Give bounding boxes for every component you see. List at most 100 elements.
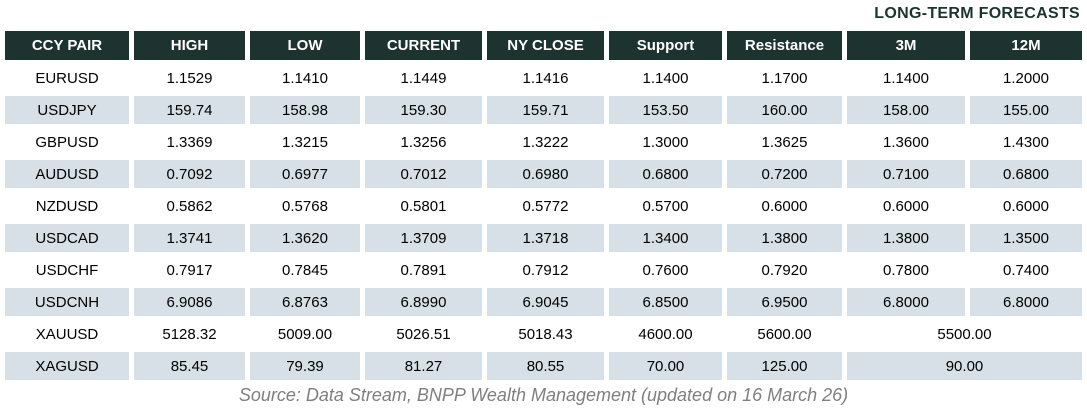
table-header-row: CCY PAIR HIGH LOW CURRENT NY CLOSE Support Res… <box>5 31 1082 60</box>
value-cell: 159.30 <box>365 96 482 124</box>
value-cell: 1.3800 <box>847 224 965 252</box>
value-cell: 0.7845 <box>250 256 360 284</box>
ccy-pair-cell: EURUSD <box>5 64 129 92</box>
value-cell: 0.7912 <box>487 256 604 284</box>
value-cell: 1.3800 <box>727 224 842 252</box>
value-cell: 6.8500 <box>609 288 722 316</box>
value-cell: 0.5700 <box>609 192 722 220</box>
ccy-pair-cell: USDCNH <box>5 288 129 316</box>
table-row: USDCAD 1.3741 1.3620 1.3709 1.3718 1.3400 1.38… <box>5 224 1082 252</box>
value-cell: 1.3620 <box>250 224 360 252</box>
column-header: CURRENT <box>365 31 482 60</box>
forecast-merged-cell: 90.00 <box>847 352 1082 380</box>
value-cell: 0.5768 <box>250 192 360 220</box>
ccy-pair-cell: USDCAD <box>5 224 129 252</box>
value-cell: 6.8990 <box>365 288 482 316</box>
value-cell: 5600.00 <box>727 320 842 348</box>
value-cell: 1.3625 <box>727 128 842 156</box>
value-cell: 6.8763 <box>250 288 360 316</box>
ccy-pair-cell: GBPUSD <box>5 128 129 156</box>
value-cell: 158.00 <box>847 96 965 124</box>
value-cell: 0.6000 <box>727 192 842 220</box>
table-row: USDCNH 6.9086 6.8763 6.8990 6.9045 6.8500 6.95… <box>5 288 1082 316</box>
column-header: Resistance <box>727 31 842 60</box>
table-row: XAGUSD 85.45 79.39 81.27 80.55 70.00 125.00 90.… <box>5 352 1082 380</box>
value-cell: 0.6800 <box>970 160 1082 188</box>
value-cell: 81.27 <box>365 352 482 380</box>
value-cell: 0.7917 <box>134 256 245 284</box>
value-cell: 1.1700 <box>727 64 842 92</box>
table-row: USDCHF 0.7917 0.7845 0.7891 0.7912 0.7600 0.79… <box>5 256 1082 284</box>
value-cell: 155.00 <box>970 96 1082 124</box>
value-cell: 0.6000 <box>970 192 1082 220</box>
value-cell: 160.00 <box>727 96 842 124</box>
value-cell: 1.3222 <box>487 128 604 156</box>
value-cell: 1.4300 <box>970 128 1082 156</box>
value-cell: 0.7200 <box>727 160 842 188</box>
value-cell: 1.3369 <box>134 128 245 156</box>
value-cell: 0.6000 <box>847 192 965 220</box>
value-cell: 1.3741 <box>134 224 245 252</box>
value-cell: 125.00 <box>727 352 842 380</box>
value-cell: 0.7920 <box>727 256 842 284</box>
value-cell: 80.55 <box>487 352 604 380</box>
value-cell: 6.8000 <box>970 288 1082 316</box>
table-row: NZDUSD 0.5862 0.5768 0.5801 0.5772 0.5700 0.60… <box>5 192 1082 220</box>
value-cell: 1.3600 <box>847 128 965 156</box>
value-cell: 6.9086 <box>134 288 245 316</box>
column-header: NY CLOSE <box>487 31 604 60</box>
value-cell: 70.00 <box>609 352 722 380</box>
value-cell: 0.6977 <box>250 160 360 188</box>
value-cell: 1.1400 <box>847 64 965 92</box>
value-cell: 1.1449 <box>365 64 482 92</box>
value-cell: 159.71 <box>487 96 604 124</box>
value-cell: 1.3718 <box>487 224 604 252</box>
value-cell: 1.3215 <box>250 128 360 156</box>
value-cell: 0.7891 <box>365 256 482 284</box>
value-cell: 159.74 <box>134 96 245 124</box>
value-cell: 0.6800 <box>609 160 722 188</box>
value-cell: 0.5772 <box>487 192 604 220</box>
value-cell: 0.5801 <box>365 192 482 220</box>
column-header: HIGH <box>134 31 245 60</box>
value-cell: 1.3500 <box>970 224 1082 252</box>
value-cell: 4600.00 <box>609 320 722 348</box>
value-cell: 0.7800 <box>847 256 965 284</box>
column-header: LOW <box>250 31 360 60</box>
value-cell: 5018.43 <box>487 320 604 348</box>
value-cell: 0.7092 <box>134 160 245 188</box>
value-cell: 0.7400 <box>970 256 1082 284</box>
forecast-merged-cell: 5500.00 <box>847 320 1082 348</box>
value-cell: 1.3256 <box>365 128 482 156</box>
ccy-pair-cell: USDCHF <box>5 256 129 284</box>
table-row: USDJPY 159.74 158.98 159.30 159.71 153.50 160.… <box>5 96 1082 124</box>
value-cell: 79.39 <box>250 352 360 380</box>
value-cell: 6.8000 <box>847 288 965 316</box>
value-cell: 1.1400 <box>609 64 722 92</box>
table-row: GBPUSD 1.3369 1.3215 1.3256 1.3222 1.3000 1.36… <box>5 128 1082 156</box>
column-header: CCY PAIR <box>5 31 129 60</box>
table-row: XAUUSD 5128.32 5009.00 5026.51 5018.43 4600.0… <box>5 320 1082 348</box>
value-cell: 1.3000 <box>609 128 722 156</box>
value-cell: 1.1416 <box>487 64 604 92</box>
value-cell: 0.7600 <box>609 256 722 284</box>
value-cell: 0.6980 <box>487 160 604 188</box>
value-cell: 158.98 <box>250 96 360 124</box>
value-cell: 0.5862 <box>134 192 245 220</box>
table-row: EURUSD 1.1529 1.1410 1.1449 1.1416 1.1400 1.17… <box>5 64 1082 92</box>
long-term-forecasts-label: LONG-TERM FORECASTS <box>874 5 1080 22</box>
ccy-pair-cell: NZDUSD <box>5 192 129 220</box>
value-cell: 1.1410 <box>250 64 360 92</box>
table-row: AUDUSD 0.7092 0.6977 0.7012 0.6980 0.6800 0.72… <box>5 160 1082 188</box>
fx-forecast-table: CCY PAIR HIGH LOW CURRENT NY CLOSE Support Res… <box>0 27 1087 384</box>
value-cell: 0.7100 <box>847 160 965 188</box>
column-header: 12M <box>970 31 1082 60</box>
value-cell: 85.45 <box>134 352 245 380</box>
value-cell: 1.2000 <box>970 64 1082 92</box>
value-cell: 6.9500 <box>727 288 842 316</box>
value-cell: 6.9045 <box>487 288 604 316</box>
value-cell: 5026.51 <box>365 320 482 348</box>
ccy-pair-cell: XAUUSD <box>5 320 129 348</box>
value-cell: 1.1529 <box>134 64 245 92</box>
